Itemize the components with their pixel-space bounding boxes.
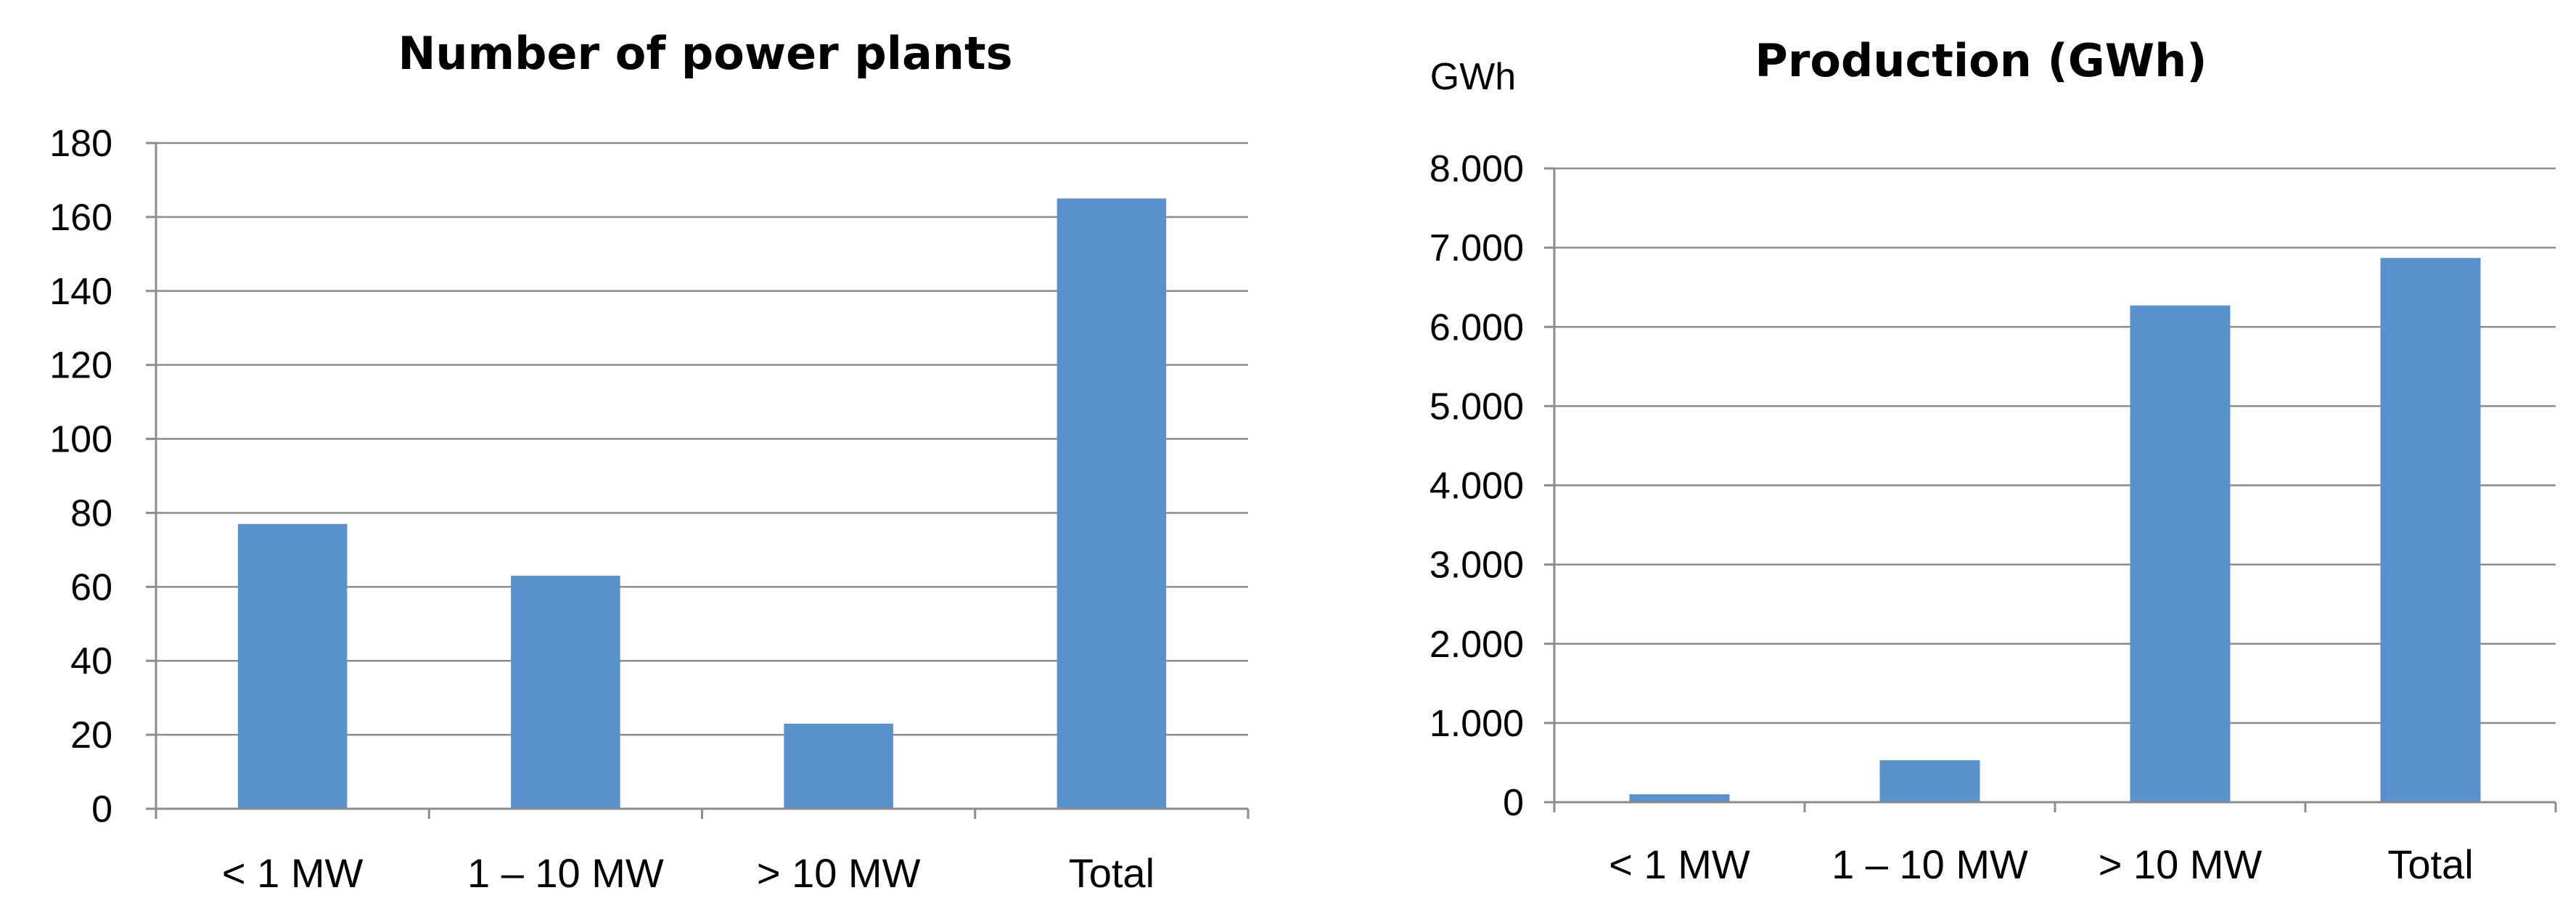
axes: [1544, 167, 2557, 812]
chart-power-plants: Number of power plants 0 20 40 60 80 100 120 14…: [49, 27, 1250, 896]
y-tick-label: 160: [49, 197, 112, 239]
y-tick-label: 20: [70, 714, 112, 756]
x-tick-label: Total: [2387, 841, 2473, 887]
x-tick-label: Total: [1069, 850, 1154, 896]
x-tick-label: 1 – 10 MW: [467, 850, 664, 896]
x-tick-label: > 10 MW: [757, 850, 921, 896]
y-tick-label: 60: [70, 566, 112, 608]
bar: [511, 576, 620, 809]
y-tick-label: 5.000: [1429, 385, 1524, 428]
y-tick-label: 100: [49, 419, 112, 461]
y-tick-label: 7.000: [1429, 227, 1524, 269]
y-tick-label: 180: [49, 123, 112, 165]
bar: [237, 523, 348, 809]
y-tick-label: 2.000: [1429, 624, 1524, 666]
y-tick-label: 3.000: [1429, 544, 1524, 587]
y-tick-label: 80: [70, 492, 112, 534]
y-tick-label: 140: [49, 271, 112, 313]
x-tick-labels: < 1 MW 1 – 10 MW > 10 MW Total: [222, 850, 1154, 896]
chart-production: Production (GWh) GWh 0 1.000 2.000 3.000 4.0…: [1429, 34, 2557, 887]
x-tick-label: 1 – 10 MW: [1831, 841, 2028, 887]
y-tick-label: 0: [91, 788, 112, 831]
y-tick-label: 0: [1503, 782, 1524, 824]
y-axis-unit-label: GWh: [1430, 56, 1516, 98]
bars: [1629, 258, 2481, 802]
y-tick-label: 120: [49, 345, 112, 387]
bar: [2380, 258, 2481, 802]
bar: [1879, 760, 1980, 802]
x-tick-labels: < 1 MW 1 – 10 MW > 10 MW Total: [1609, 841, 2473, 887]
chart-title: Number of power plants: [398, 27, 1013, 80]
y-tick-label: 1.000: [1429, 703, 1524, 745]
x-tick-label: > 10 MW: [2099, 841, 2263, 887]
chart-title: Production (GWh): [1755, 34, 2207, 87]
y-tick-labels: 0 20 40 60 80 100 120 140 160 180: [49, 123, 112, 831]
bar: [1629, 794, 1730, 802]
axes: [146, 142, 1250, 819]
y-tick-label: 4.000: [1429, 465, 1524, 507]
bars: [237, 198, 1167, 809]
y-tick-labels: 0 1.000 2.000 3.000 4.000 5.000 6.000 7.000 8.00…: [1429, 148, 1524, 824]
bar: [1057, 198, 1167, 809]
y-tick-label: 8.000: [1429, 148, 1524, 190]
bar: [784, 723, 893, 809]
x-tick-label: < 1 MW: [1609, 841, 1750, 887]
y-tick-label: 6.000: [1429, 306, 1524, 348]
x-tick-label: < 1 MW: [222, 850, 364, 896]
y-tick-label: 40: [70, 640, 112, 682]
bar: [2130, 305, 2231, 802]
